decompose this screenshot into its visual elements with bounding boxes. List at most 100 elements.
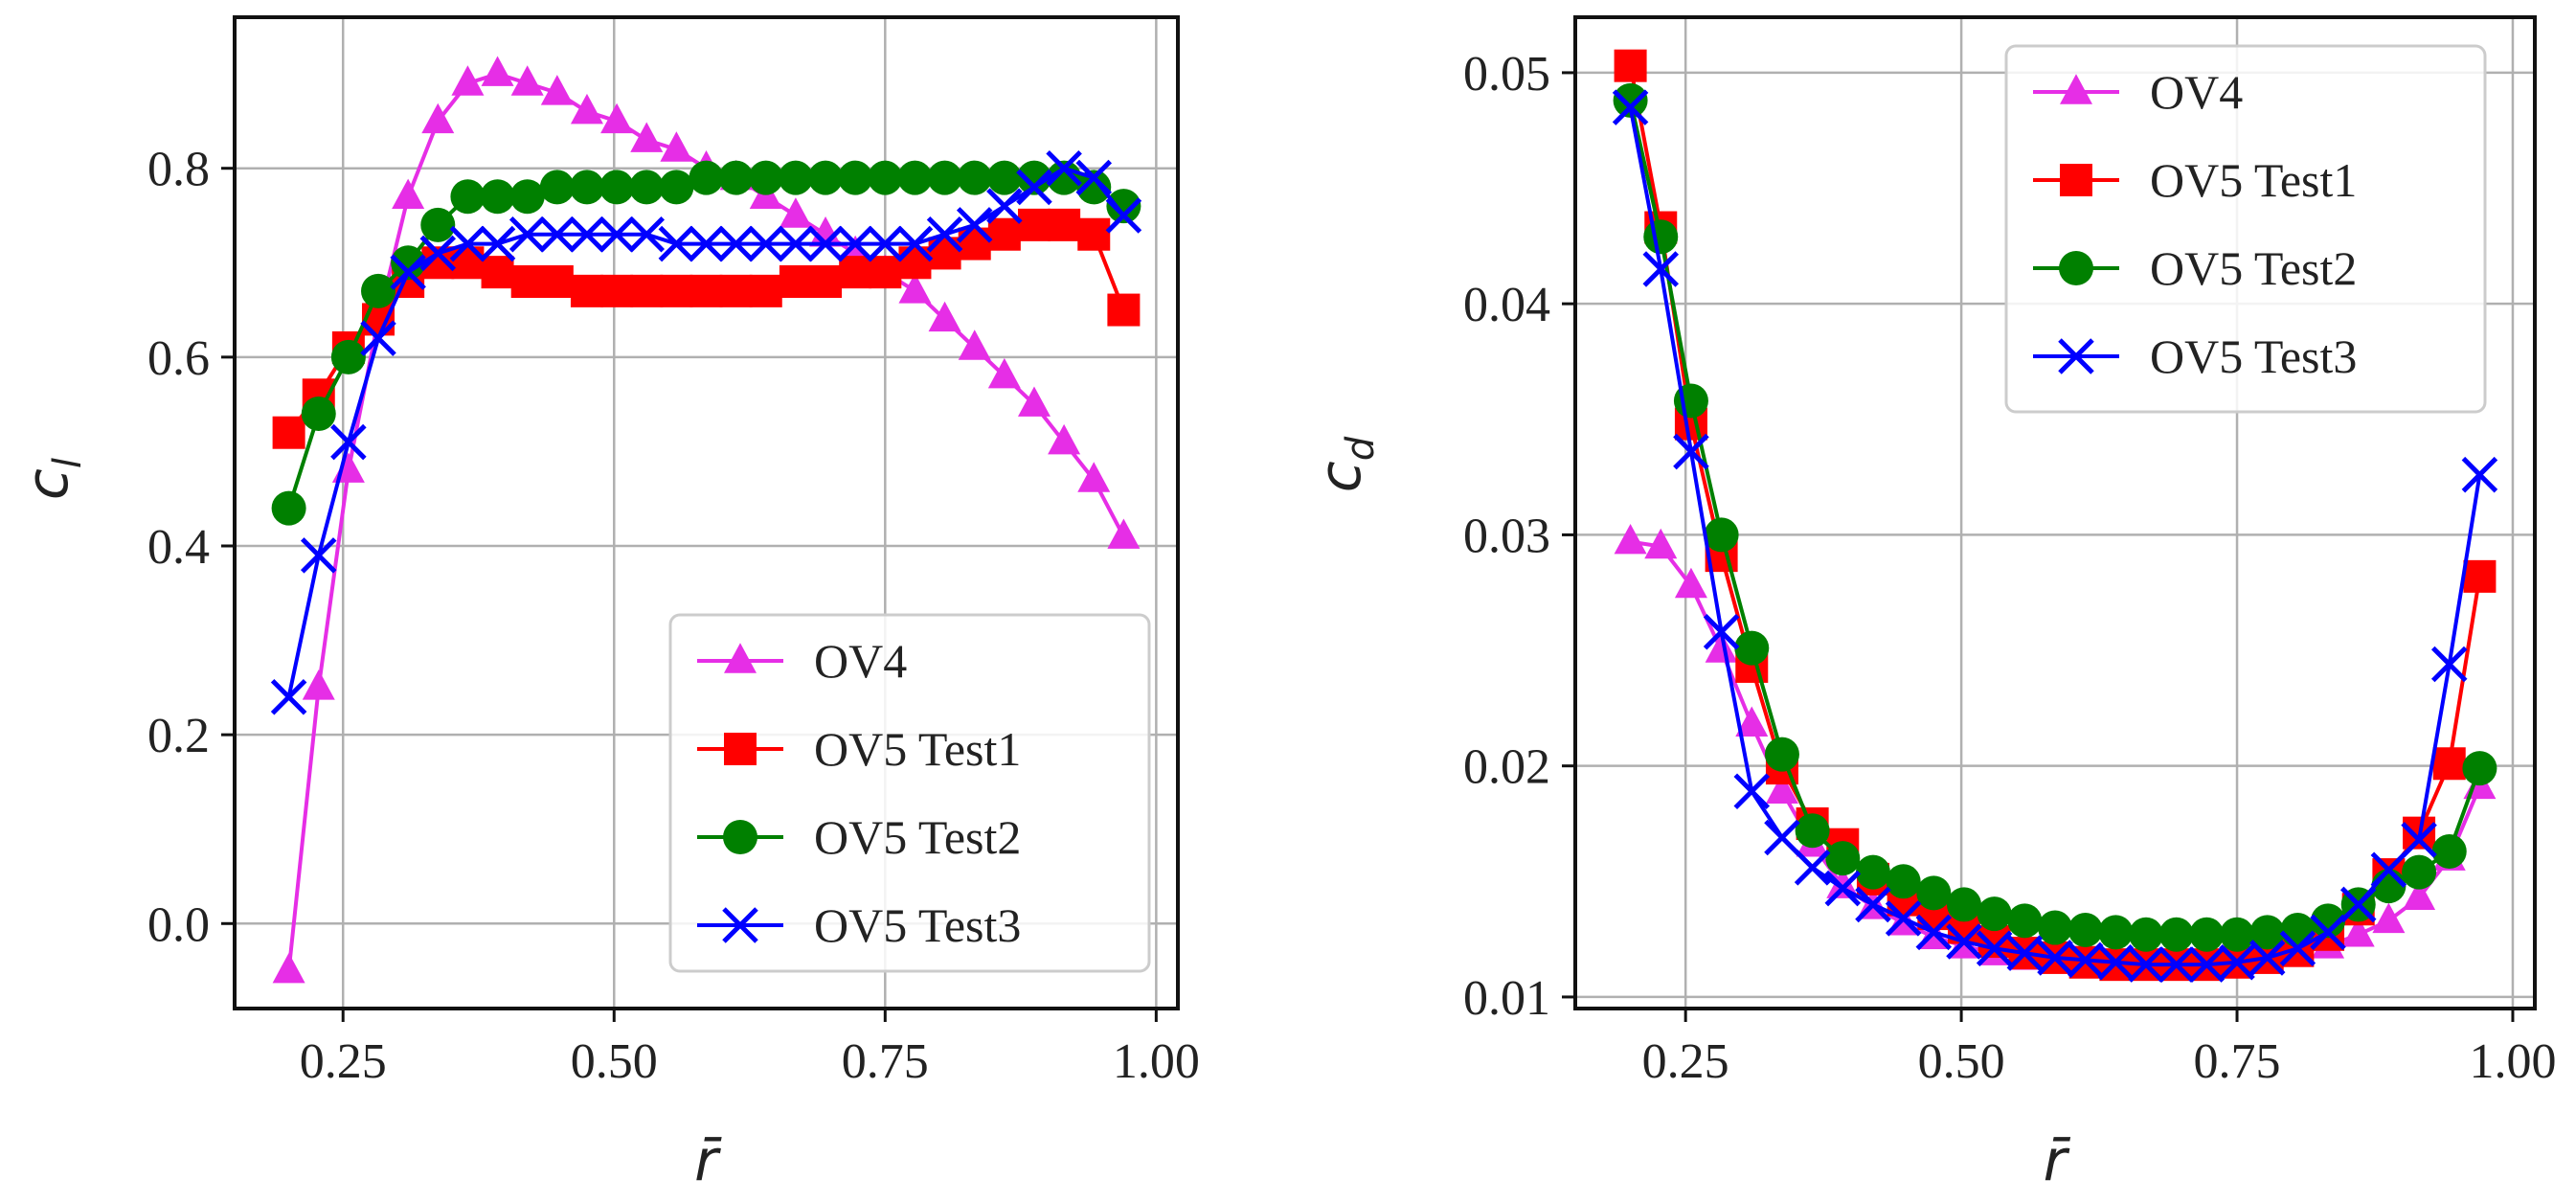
data-point [1077, 462, 1111, 492]
data-point [2189, 917, 2225, 952]
data-point [1824, 870, 1862, 907]
data-point [1703, 613, 1740, 650]
data-point [1915, 914, 1953, 951]
data-point [1107, 293, 1141, 327]
data-point [1825, 841, 1861, 876]
data-point [927, 160, 962, 195]
y-tick-label: 0.8 [147, 143, 210, 197]
data-point [2311, 903, 2346, 939]
data-point [540, 75, 574, 105]
data-point [570, 93, 603, 125]
data-point [986, 160, 1022, 195]
data-point [272, 952, 305, 984]
y-tick-label: 0.6 [147, 331, 210, 386]
data-point [510, 265, 544, 298]
data-point [658, 225, 695, 262]
data-point [1886, 864, 1921, 899]
y-axis-label-subscript: d [1339, 436, 1383, 461]
data-point [2098, 915, 2134, 950]
data-point [569, 170, 604, 205]
data-point [1075, 159, 1113, 196]
data-point [2097, 943, 2135, 981]
x-axis-label: r̄ [2044, 1127, 2071, 1194]
series-ov5-test3 [1612, 89, 2498, 983]
data-point [1885, 900, 1922, 937]
legend-entry: OV5 Test3 [2033, 329, 2357, 383]
data-point [390, 254, 426, 290]
data-point [481, 256, 514, 289]
data-point [689, 160, 724, 195]
data-point [1613, 82, 1648, 118]
data-point [2220, 917, 2255, 952]
legend-entry: OV4 [2033, 65, 2243, 119]
data-point [2430, 646, 2468, 683]
data-point [1614, 523, 1647, 555]
legend: OV4 OV5 Test1 OV5 Test2 OV5 Test3 [2004, 44, 2487, 414]
data-point [867, 225, 904, 262]
data-point [897, 160, 933, 195]
data-point [1733, 773, 1771, 809]
data-point [1977, 896, 2012, 932]
data-point [1107, 518, 1141, 549]
data-point [419, 235, 457, 272]
data-point [1614, 49, 1647, 82]
x-tick-label: 1.00 [1113, 1034, 1200, 1089]
data-point [450, 179, 486, 215]
legend-marker [724, 733, 757, 765]
x-tick-label: 0.50 [571, 1034, 658, 1089]
series-ov5-test3 [270, 149, 1142, 715]
legend-box [668, 613, 1151, 973]
data-point [570, 274, 603, 307]
data-point [2067, 941, 2104, 979]
y-tick-label: 0.03 [1463, 509, 1550, 563]
data-point [272, 416, 305, 449]
data-point [1976, 930, 2013, 967]
data-point [391, 245, 426, 281]
data-point [2038, 910, 2072, 945]
data-point [809, 265, 843, 298]
lift-coefficient-chart: 0.25 0.50 0.75 1.000.00.20.40.60.8r̄clOV4OV… [14, 15, 1200, 1194]
data-point [1642, 251, 1680, 287]
data-point [2462, 751, 2497, 786]
data-point [660, 131, 693, 162]
data-point [1105, 197, 1142, 234]
data-point [2341, 917, 2375, 947]
data-point [628, 215, 665, 253]
data-point [569, 215, 605, 253]
data-point [1643, 219, 1679, 255]
legend-label: OV5 Test1 [814, 722, 1021, 776]
data-point [599, 215, 635, 253]
data-point [2129, 917, 2164, 952]
data-point [807, 225, 844, 262]
data-point [509, 179, 545, 215]
data-point [1734, 630, 1770, 666]
data-point [1705, 632, 1738, 663]
data-point [1076, 170, 1112, 205]
data-point [270, 678, 307, 715]
data-point [956, 207, 993, 243]
data-point [779, 265, 812, 298]
data-point [600, 102, 634, 134]
legend-marker [2059, 251, 2093, 285]
data-point [330, 339, 366, 374]
legend-label: OV5 Test3 [814, 898, 1021, 952]
data-point [928, 301, 961, 332]
legend: OV4 OV5 Test1 OV5 Test2 OV5 Test3 [668, 613, 1151, 973]
data-point [2401, 822, 2437, 858]
legend-entry: OV5 Test3 [697, 898, 1021, 952]
data-point [808, 160, 844, 195]
data-point [660, 274, 693, 307]
data-point [869, 256, 902, 289]
data-point [688, 225, 725, 262]
data-point [1764, 737, 1799, 772]
data-point [539, 215, 576, 253]
y-tick-label: 0.2 [147, 709, 210, 763]
data-point [1673, 433, 1709, 470]
data-point [839, 256, 872, 289]
data-point [1016, 169, 1052, 206]
data-point [838, 160, 873, 195]
data-point [539, 170, 575, 205]
data-point [330, 423, 367, 461]
data-point [2248, 940, 2286, 976]
data-point [1048, 208, 1081, 241]
